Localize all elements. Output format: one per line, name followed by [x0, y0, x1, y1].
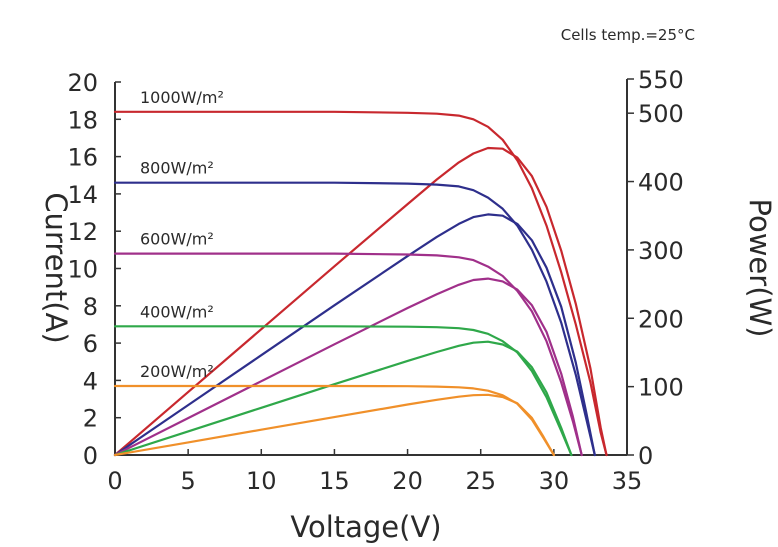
power-curve-400w-m — [113, 340, 573, 457]
x-tick-label: 30 — [539, 467, 570, 495]
current-curve-600w-m — [113, 252, 583, 457]
x-tick-label: 0 — [107, 467, 122, 495]
power-curve-800w-m — [113, 213, 596, 457]
axes: 0 5 10 15 20 25 30 3502468101214161820010020030… — [67, 66, 683, 495]
left-y-tick-label: 8 — [83, 293, 98, 321]
x-tick-label: 20 — [392, 467, 423, 495]
left-y-tick-label: 0 — [83, 442, 98, 470]
x-tick-label: 15 — [319, 467, 350, 495]
x-tick-label: 25 — [465, 467, 496, 495]
power-curve-1000w-m — [113, 146, 608, 457]
curves — [113, 110, 608, 457]
left-y-tick-label: 4 — [83, 367, 98, 395]
x-tick-label: 10 — [246, 467, 277, 495]
x-axis-title: Voltage(V) — [290, 510, 441, 544]
left-y-tick-label: 14 — [67, 181, 98, 209]
annotation-cells-temp: Cells temp.=25°C — [561, 26, 695, 44]
series-label-400w-m: 400W/m² — [140, 302, 214, 321]
x-tick-label: 5 — [181, 467, 196, 495]
left-y-tick-label: 10 — [67, 256, 98, 284]
right-y-tick-label: 500 — [638, 100, 684, 128]
current-curve-800w-m — [113, 181, 596, 457]
left-y-tick-label: 18 — [67, 106, 98, 134]
x-tick-label: 35 — [612, 467, 643, 495]
left-y-tick-label: 20 — [67, 69, 98, 97]
series-label-1000w-m: 1000W/m² — [140, 88, 224, 107]
right-y-tick-label: 550 — [638, 66, 684, 94]
left-y-tick-label: 2 — [83, 405, 98, 433]
left-y-tick-label: 6 — [83, 330, 98, 358]
right-axis-title: Power(W) — [743, 199, 777, 338]
left-axis-title: Current(A) — [39, 192, 73, 343]
right-y-tick-label: 200 — [638, 305, 684, 333]
series-label-800w-m: 800W/m² — [140, 159, 214, 178]
series-label-600w-m: 600W/m² — [140, 230, 214, 249]
right-y-tick-label: 400 — [638, 169, 684, 197]
current-curve-400w-m — [113, 325, 573, 457]
right-y-tick-label: 100 — [638, 374, 684, 402]
series-labels: 1000W/m² 800W/m² 600W/m² 400W/m² 200W/m² — [140, 88, 224, 381]
left-y-tick-label: 16 — [67, 144, 98, 172]
right-y-tick-label: 0 — [638, 442, 653, 470]
series-label-200w-m: 200W/m² — [140, 362, 214, 381]
left-y-tick-label: 12 — [67, 218, 98, 246]
power-curve-200w-m — [113, 393, 555, 457]
power-curve-600w-m — [113, 277, 583, 457]
right-y-tick-label: 300 — [638, 237, 684, 265]
current-curve-1000w-m — [113, 110, 608, 457]
